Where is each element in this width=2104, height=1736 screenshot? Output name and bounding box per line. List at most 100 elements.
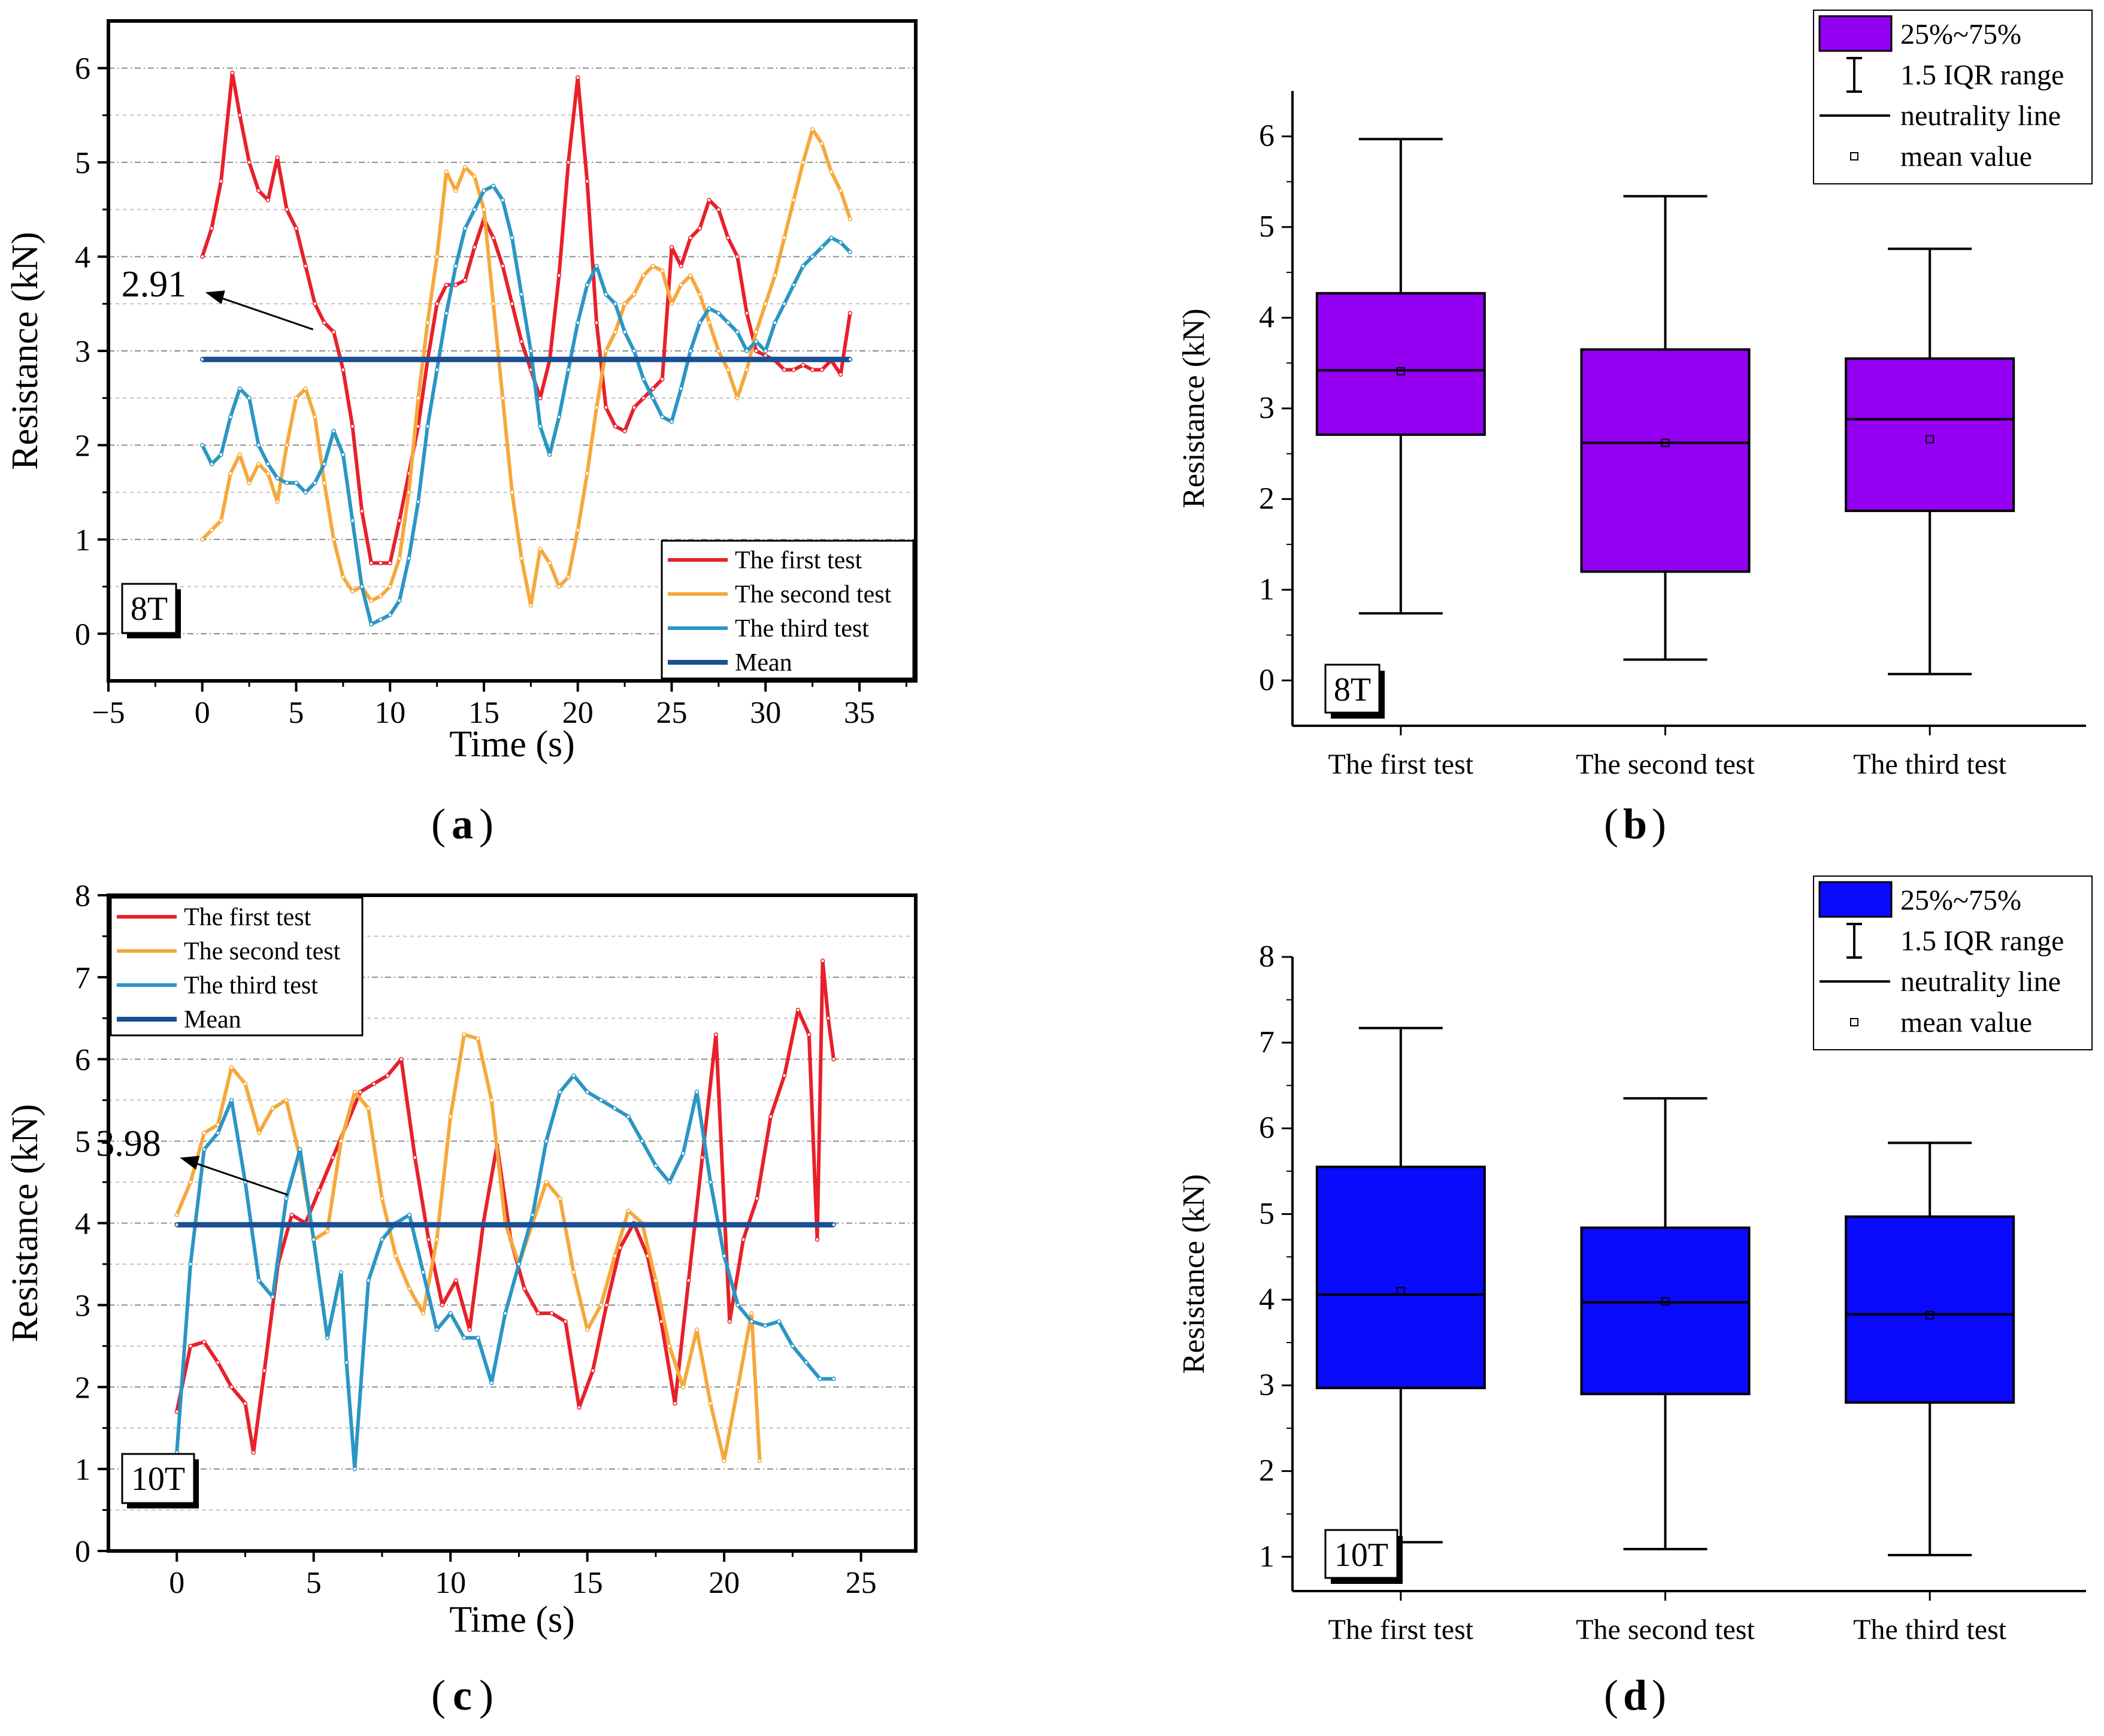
data-point <box>338 1138 344 1144</box>
data-point <box>831 1376 836 1381</box>
data-point <box>243 1081 248 1086</box>
data-point <box>331 537 336 542</box>
data-point <box>716 207 721 212</box>
y-tick-label: 2 <box>1259 481 1274 516</box>
data-point <box>847 357 853 362</box>
y-tick-label: 3 <box>1259 391 1274 425</box>
data-point <box>810 367 815 372</box>
data-point <box>434 1327 440 1332</box>
data-point <box>735 1384 740 1389</box>
data-point <box>344 1360 349 1365</box>
data-point <box>847 216 853 222</box>
data-point <box>535 1311 541 1316</box>
data-point <box>303 490 308 495</box>
data-point <box>228 471 233 476</box>
data-point <box>603 292 609 297</box>
data-point <box>472 174 477 179</box>
data-point <box>688 235 693 240</box>
data-point <box>679 263 683 269</box>
iqr-box <box>1845 1215 2015 1404</box>
data-point <box>819 141 825 146</box>
data-point <box>604 1302 609 1308</box>
data-point <box>289 1213 294 1217</box>
data-point <box>782 301 787 307</box>
mean-marker <box>1926 1311 1935 1320</box>
category-label: The second test <box>1576 1614 1755 1646</box>
data-point <box>500 395 505 401</box>
legend-label: 1.5 IQR range <box>1900 59 2064 91</box>
data-point <box>188 1180 193 1184</box>
y-tick-label: 8 <box>1259 940 1274 974</box>
tag-box <box>121 1453 195 1504</box>
data-point <box>284 1196 289 1201</box>
data-point <box>838 240 843 245</box>
data-point <box>708 1180 713 1184</box>
data-point <box>388 584 392 589</box>
y-tick-label: 4 <box>75 1207 90 1241</box>
data-point <box>229 1384 234 1389</box>
legend-label: Mean <box>184 1006 241 1034</box>
data-point <box>385 1073 390 1078</box>
data-point <box>622 329 627 335</box>
data-point <box>660 377 665 381</box>
iqr-box <box>1315 292 1486 436</box>
data-point <box>528 603 534 608</box>
data-point <box>558 1089 562 1095</box>
data-point <box>622 301 627 307</box>
data-point <box>763 301 768 307</box>
panel-paren-close: ) <box>1652 800 1666 848</box>
data-point <box>453 263 458 269</box>
data-point <box>694 1327 700 1332</box>
data-point <box>358 1089 363 1095</box>
data-point <box>284 1098 289 1102</box>
data-point <box>650 386 655 391</box>
legend-label: The second test <box>184 938 341 965</box>
data-point <box>174 1213 179 1217</box>
data-point <box>669 245 674 250</box>
data-point <box>773 273 777 278</box>
data-point <box>338 1270 344 1275</box>
chart-b: 0 1 2 3 4 5 6 Resistance (kN) The first test The … <box>1177 10 2093 848</box>
data-point <box>795 1007 801 1013</box>
data-point <box>653 1278 658 1283</box>
data-point <box>303 263 308 269</box>
data-point <box>341 452 346 457</box>
data-point <box>667 1180 672 1184</box>
data-point <box>528 349 534 353</box>
panel-label: a <box>452 800 473 848</box>
data-point <box>757 1458 762 1464</box>
x-tick-label: 10 <box>374 696 405 730</box>
y-tick-label: 6 <box>75 52 90 86</box>
x-tick-label: 20 <box>562 696 594 730</box>
data-point <box>413 1155 417 1160</box>
data-point <box>462 278 468 283</box>
data-point <box>744 311 749 316</box>
data-point <box>298 1147 302 1152</box>
data-point <box>585 1327 590 1332</box>
panel-paren-open: ( <box>431 800 446 848</box>
y-tick-label: 6 <box>1259 1111 1274 1145</box>
data-point <box>199 254 205 259</box>
data-point <box>425 424 430 429</box>
y-tick-label: 5 <box>75 146 90 180</box>
data-point <box>831 1222 836 1227</box>
legend-label: The third test <box>735 615 869 643</box>
legend-label: mean value <box>1900 141 2032 172</box>
data-point <box>598 1098 604 1102</box>
data-point <box>603 349 609 353</box>
data-point <box>697 320 703 325</box>
y-tick-label: 4 <box>1259 301 1274 335</box>
data-point <box>322 480 327 486</box>
data-point <box>425 320 430 325</box>
data-point <box>544 1180 549 1184</box>
data-point <box>378 561 383 565</box>
data-point <box>753 349 759 353</box>
data-point <box>519 292 524 297</box>
data-point <box>653 1163 658 1168</box>
data-point <box>256 1278 262 1283</box>
data-point <box>547 561 552 565</box>
data-point <box>359 508 364 514</box>
data-point <box>819 245 825 250</box>
data-point <box>667 1344 672 1349</box>
y-tick-label: 5 <box>75 1125 90 1159</box>
